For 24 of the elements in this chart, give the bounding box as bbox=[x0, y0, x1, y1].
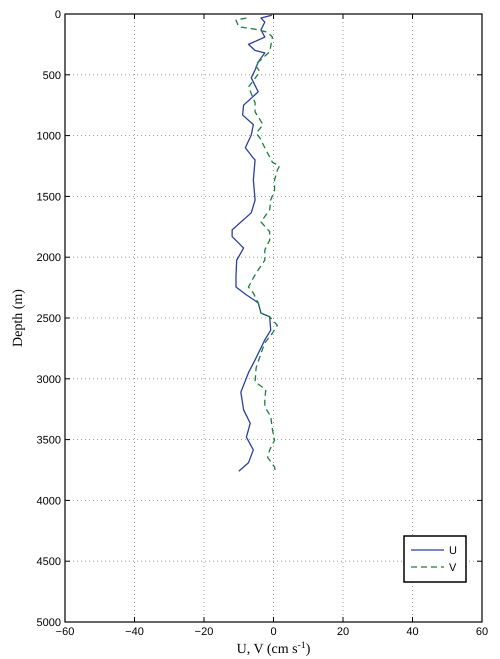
x-tick-label: 0 bbox=[270, 626, 277, 638]
y-tick-label: 2000 bbox=[36, 252, 61, 264]
y-tick-label: 1000 bbox=[36, 130, 61, 143]
legend-label: V bbox=[449, 562, 457, 574]
line-series bbox=[235, 17, 280, 472]
y-tick-label: 0 bbox=[54, 9, 61, 21]
legend-label: U bbox=[449, 545, 457, 557]
x-tick-label: 40 bbox=[406, 626, 419, 638]
y-tick-label: 4500 bbox=[36, 556, 61, 568]
y-tick-label: 2500 bbox=[36, 313, 61, 325]
x-tick-label: 20 bbox=[336, 626, 350, 638]
y-tick-label: 5000 bbox=[36, 617, 61, 629]
y-tick-label: 500 bbox=[42, 70, 61, 82]
y-tick-label: 3500 bbox=[36, 434, 61, 447]
y-tick-label: 3000 bbox=[36, 374, 61, 386]
x-axis-title: U, V (cm s$^{-1}$) bbox=[236, 640, 311, 657]
y-axis-title: Depth (m) bbox=[11, 288, 26, 347]
y-tick-label: 4000 bbox=[36, 495, 61, 508]
x-tick-label: −40 bbox=[125, 626, 144, 638]
x-tick-label: −60 bbox=[56, 626, 74, 638]
y-tick-label: 1500 bbox=[36, 191, 61, 204]
x-tick-label: −20 bbox=[194, 626, 214, 638]
x-tick-label: 60 bbox=[476, 626, 488, 638]
line-series bbox=[231, 14, 272, 472]
